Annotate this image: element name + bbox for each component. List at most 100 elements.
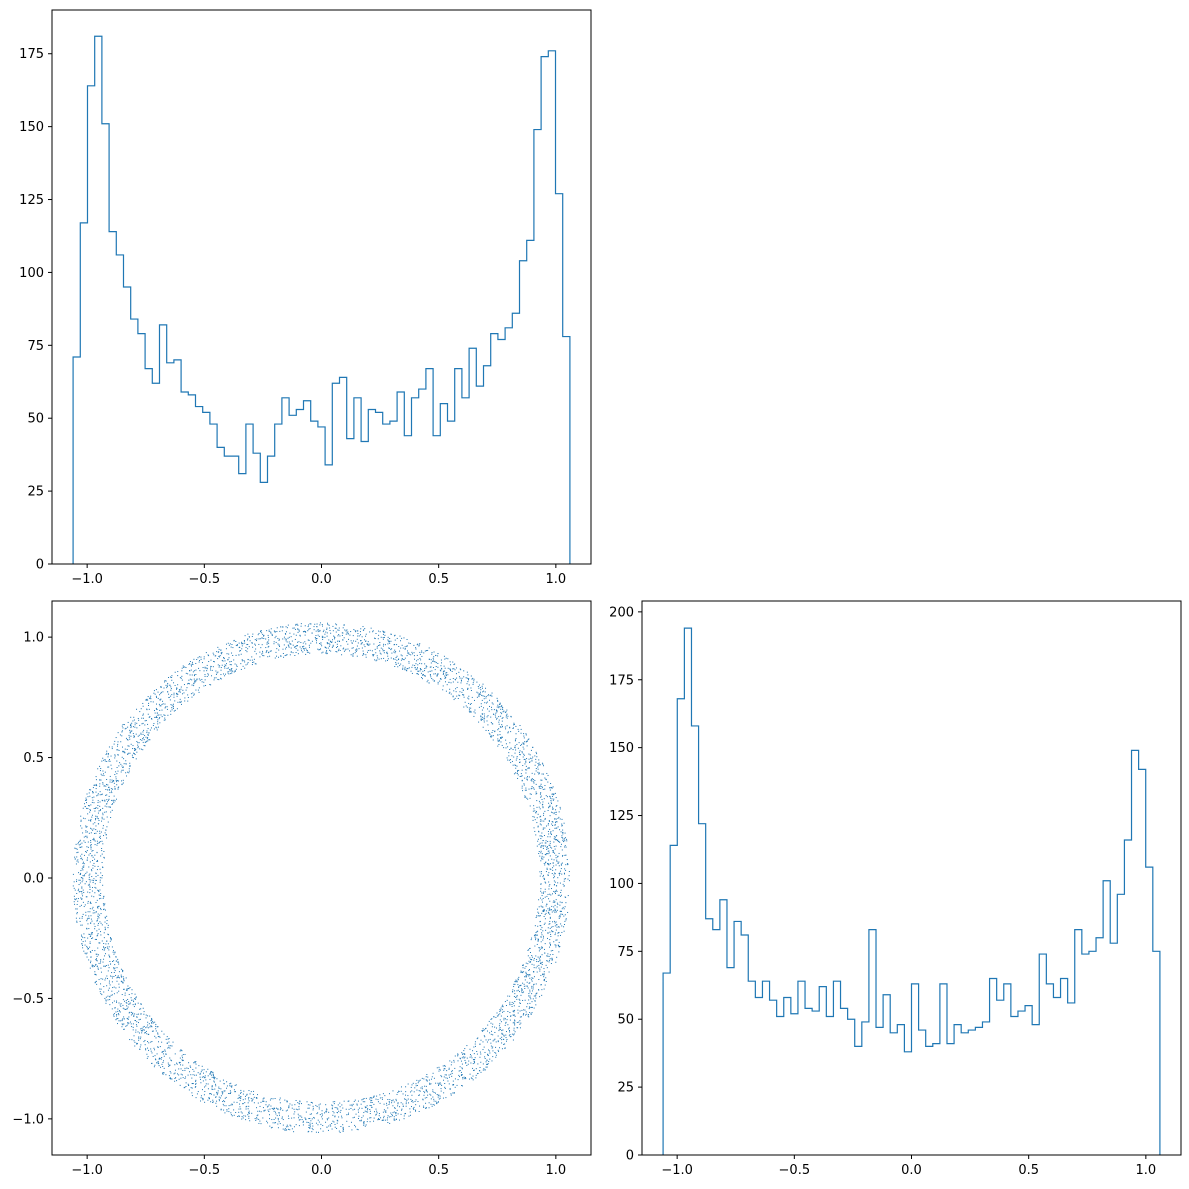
scatter-point [553, 906, 555, 908]
scatter-point [547, 823, 549, 825]
scatter-point [478, 706, 480, 708]
scatter-point [134, 722, 136, 724]
scatter-point [377, 657, 379, 659]
scatter-point [90, 956, 92, 958]
scatter-point [481, 709, 483, 711]
scatter-point [478, 696, 480, 698]
scatter-point [199, 1072, 201, 1074]
scatter-point [122, 976, 124, 978]
scatter-point [506, 1039, 508, 1041]
scatter-point [554, 872, 556, 874]
scatter-point [553, 838, 555, 840]
scatter-point [475, 1074, 477, 1076]
scatter-point [121, 783, 123, 785]
scatter-point [113, 782, 115, 784]
scatter-point [546, 847, 548, 849]
scatter-point [546, 846, 548, 848]
scatter-point [429, 670, 431, 672]
scatter-point [539, 924, 541, 926]
scatter-point [157, 1032, 159, 1034]
scatter-point [541, 961, 543, 963]
scatter-point [107, 789, 109, 791]
scatter-point [436, 1067, 438, 1069]
scatter-point [529, 989, 531, 991]
scatter-point [452, 1084, 454, 1086]
scatter-point [82, 817, 84, 819]
scatter-point [92, 867, 94, 869]
scatter-point [80, 858, 82, 860]
scatter-point [553, 877, 555, 879]
scatter-point [559, 829, 561, 831]
scatter-point [526, 975, 528, 977]
scatter-point [537, 930, 539, 932]
scatter-point [478, 694, 480, 696]
scatter-point [241, 645, 243, 647]
scatter-point [117, 741, 119, 743]
scatter-point [280, 626, 282, 628]
scatter-point [512, 989, 514, 991]
scatter-point [80, 820, 82, 822]
scatter-point [521, 775, 523, 777]
scatter-point [162, 691, 164, 693]
scatter-point [507, 731, 509, 733]
scatter-point [97, 807, 99, 809]
scatter-point [538, 800, 540, 802]
scatter-point [538, 915, 540, 917]
scatter-point [230, 1114, 232, 1116]
scatter-point [437, 683, 439, 685]
scatter-point [111, 748, 113, 750]
scatter-point [553, 890, 555, 892]
scatter-point [269, 655, 271, 657]
scatter-point [483, 707, 485, 709]
scatter-point [258, 1122, 260, 1124]
scatter-point [535, 1004, 537, 1006]
scatter-point [241, 660, 243, 662]
scatter-point [527, 739, 529, 741]
scatter-point [123, 750, 125, 752]
scatter-point [376, 659, 378, 661]
scatter-point [275, 641, 277, 643]
scatter-point [358, 1107, 360, 1109]
scatter-point [361, 643, 363, 645]
scatter-point [150, 727, 152, 729]
scatter-point [108, 946, 110, 948]
scatter-point [405, 1112, 407, 1114]
scatter-point [375, 1114, 377, 1116]
scatter-point [419, 651, 421, 653]
scatter-point [507, 1010, 509, 1012]
scatter-point [487, 1054, 489, 1056]
scatter-point [240, 1089, 242, 1091]
scatter-point [108, 760, 110, 762]
scatter-point [563, 885, 565, 887]
scatter-point [179, 701, 181, 703]
scatter-point [367, 649, 369, 651]
scatter-point [484, 717, 486, 719]
scatter-point [104, 966, 106, 968]
hist-x-y-tick-label: 25 [27, 485, 44, 500]
scatter-point [542, 840, 544, 842]
scatter-point [356, 638, 358, 640]
scatter-point [525, 734, 527, 736]
scatter-point [230, 1085, 232, 1087]
scatter-point [235, 1112, 237, 1114]
scatter-point [97, 865, 99, 867]
scatter-point [169, 1047, 171, 1049]
scatter-point [437, 1082, 439, 1084]
scatter-point [100, 988, 102, 990]
scatter-point [311, 1113, 313, 1115]
scatter-point [286, 1129, 288, 1131]
scatter-point [416, 1079, 418, 1081]
scatter-point [157, 726, 159, 728]
scatter-point [513, 722, 515, 724]
scatter-point [275, 1122, 277, 1124]
scatter-point [115, 737, 117, 739]
scatter-point [137, 1043, 139, 1045]
scatter-point [427, 1076, 429, 1078]
scatter-point [205, 1085, 207, 1087]
scatter-point [104, 921, 106, 923]
scatter-point [395, 1100, 397, 1102]
scatter-point [533, 983, 535, 985]
scatter-point [290, 1125, 292, 1127]
scatter-point [305, 643, 307, 645]
scatter-point [501, 705, 503, 707]
